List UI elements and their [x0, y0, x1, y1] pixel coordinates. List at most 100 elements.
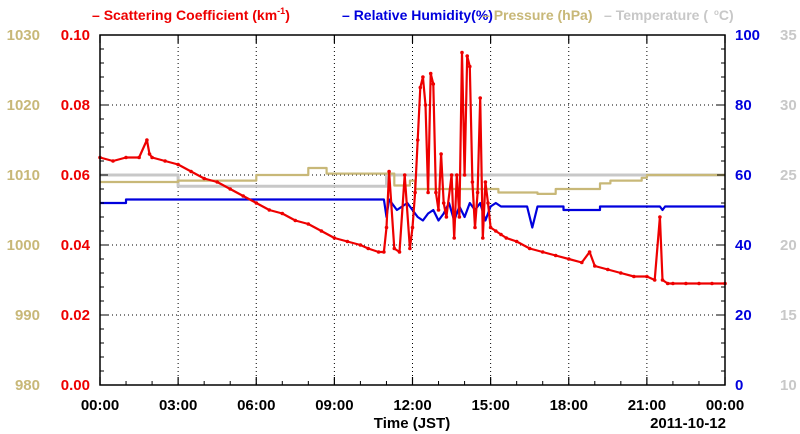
scattering-axis-tick-label: 0.00 [61, 377, 90, 394]
data-point-scattering [366, 246, 371, 251]
data-point-scattering [384, 225, 389, 230]
data-point-scattering [658, 215, 662, 219]
data-point-scattering [426, 190, 430, 195]
data-point-scattering [345, 239, 350, 244]
data-point-scattering [470, 180, 475, 184]
legend-temperature-text: Temperature ( [616, 7, 709, 23]
data-point-scattering [147, 152, 152, 156]
data-point-scattering [306, 222, 311, 226]
axes: 00:00 03:00 06:00 09:00 12:00 15:00 18:00 21:00… [7, 27, 797, 414]
data-point-scattering [387, 169, 391, 174]
legend-pressure-text: Pressure (hPa) [494, 7, 593, 23]
data-point-scattering [473, 225, 477, 230]
data-point-scattering [606, 267, 610, 272]
data-point-scattering [457, 215, 462, 219]
pressure-axis-tick-label: 1030 [7, 27, 40, 44]
legend-scattering: – Scattering Coefficient (km-1) [92, 6, 290, 23]
humidity-axis-tick-label: 40 [735, 237, 752, 254]
data-point-scattering [593, 264, 597, 268]
series-line-humidity [100, 198, 725, 229]
scattering-axis-tick-label: 0.08 [61, 97, 90, 114]
x-tick-label: 15:00 [471, 397, 509, 414]
data-point-scattering [665, 281, 670, 286]
x-tick-label: 06:00 [237, 397, 275, 414]
data-point-scattering [413, 190, 417, 195]
data-point-scattering [150, 155, 154, 160]
x-tick-label: 09:00 [315, 397, 353, 414]
data-point-scattering [540, 250, 545, 254]
data-point-scattering [332, 236, 337, 240]
data-point-scattering [434, 190, 438, 195]
data-point-scattering [671, 281, 675, 286]
pressure-axis-tick-label: 1000 [7, 237, 40, 254]
data-point-scattering [228, 187, 232, 191]
data-point-scattering [293, 218, 298, 223]
data-point-scattering [580, 260, 584, 265]
legend-humidity: – Relative Humidity(%) [342, 7, 493, 23]
legend-scattering-text: Scattering Coefficient (km [104, 7, 277, 23]
data-point-scattering [587, 250, 592, 254]
data-point-scattering [483, 180, 488, 184]
data-point-scattering [710, 281, 714, 286]
x-tick-label: 00:00 [81, 397, 119, 414]
legend-scattering-close: ) [285, 7, 290, 23]
data-point-scattering [660, 278, 665, 282]
data-point-scattering [392, 246, 397, 251]
data-point-scattering [431, 82, 436, 86]
data-point-scattering [460, 50, 464, 55]
data-point-scattering [418, 85, 423, 90]
temperature-axis-tick-label: 20 [780, 237, 797, 254]
data-point-scattering [462, 173, 467, 177]
data-point-scattering [439, 152, 443, 156]
pressure-axis-tick-label: 990 [15, 307, 40, 324]
data-point-scattering [478, 96, 483, 100]
x-axis-title: Time (JST) [374, 415, 450, 432]
data-point-scattering [619, 271, 623, 275]
series-layer [98, 50, 727, 286]
legend: – Scattering Coefficient (km-1) – Relati… [92, 6, 734, 23]
x-tick-label: 18:00 [550, 397, 588, 414]
series-line-scattering [99, 51, 725, 285]
data-point-scattering [124, 155, 128, 160]
pressure-axis-tick-label: 1020 [7, 97, 40, 114]
temperature-axis-tick-label: 35 [780, 27, 797, 44]
data-point-scattering [444, 215, 449, 219]
data-point-scattering [632, 274, 636, 279]
data-point-scattering [202, 176, 206, 181]
data-point-scattering [145, 138, 149, 142]
date-label: 2011-10-12 [650, 415, 726, 432]
data-point-scattering [415, 138, 420, 142]
data-point-scattering [645, 274, 649, 279]
data-point-scattering [254, 201, 259, 205]
data-point-scattering [455, 173, 459, 177]
humidity-axis-tick-label: 80 [735, 97, 752, 114]
data-point-scattering [397, 250, 402, 254]
data-point-scattering [376, 250, 381, 254]
data-point-scattering [280, 211, 285, 216]
data-point-scattering [481, 236, 485, 240]
data-point-scattering [358, 243, 363, 247]
legend-temperature-unit: C) [719, 7, 734, 23]
humidity-axis-tick-label: 20 [735, 307, 752, 324]
legend-pressure: – Pressure (hPa) [482, 7, 593, 23]
data-point-scattering [428, 71, 433, 76]
data-point-scattering [684, 281, 688, 286]
pressure-axis-tick-label: 980 [15, 377, 40, 394]
x-tick-label: 12:00 [393, 397, 431, 414]
x-tick-label: 00:00 [706, 397, 744, 414]
data-point-scattering [449, 173, 454, 177]
data-point-scattering [241, 194, 245, 198]
pressure-axis-tick-label: 1010 [7, 167, 40, 184]
data-point-scattering [408, 246, 412, 251]
data-point-scattering [494, 229, 498, 233]
legend-temperature: – Temperature (oC) [604, 7, 734, 23]
data-point-scattering [504, 236, 509, 240]
humidity-axis-tick-label: 100 [735, 27, 760, 44]
data-point-scattering [553, 253, 558, 258]
data-point-scattering [215, 180, 219, 184]
temperature-axis-tick-label: 10 [780, 377, 797, 394]
data-point-scattering [486, 201, 490, 205]
data-point-scattering [421, 75, 425, 79]
legend-temperature-deg: o [714, 8, 719, 17]
